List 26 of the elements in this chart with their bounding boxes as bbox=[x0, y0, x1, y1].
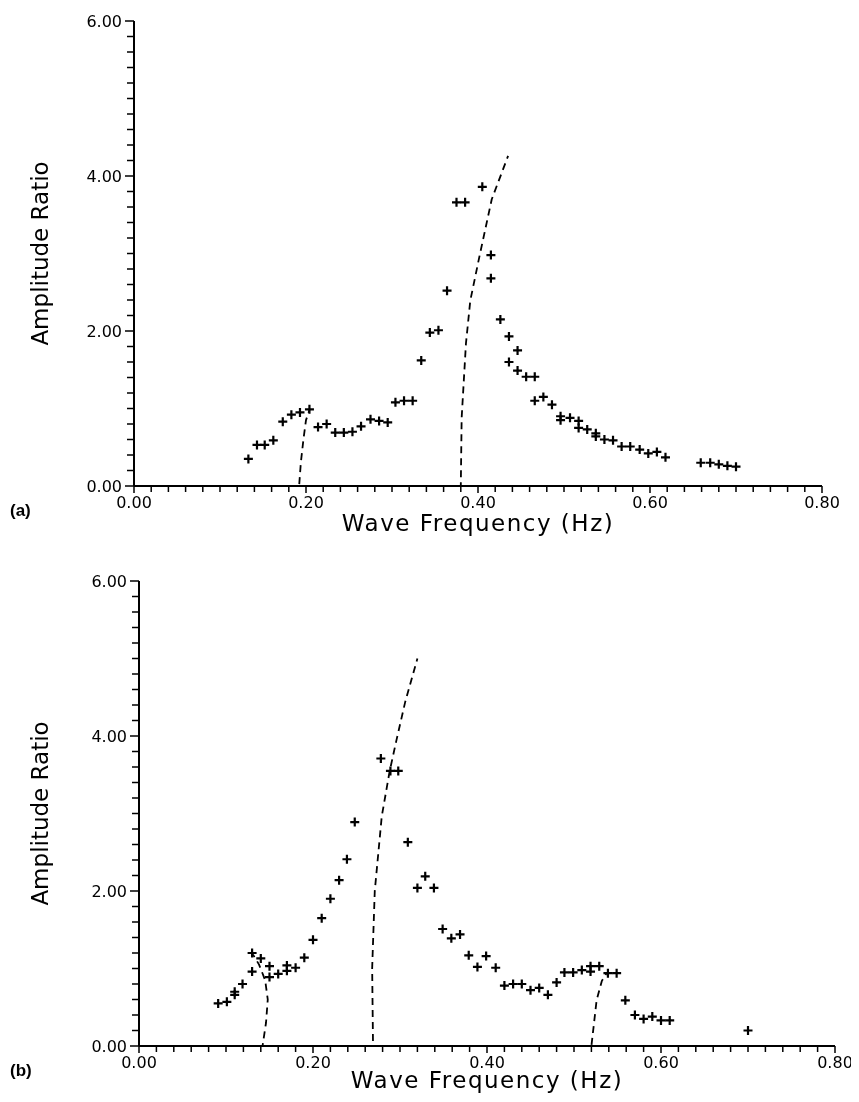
point bbox=[411, 882, 423, 894]
x-tick-label: 0.00 bbox=[121, 1053, 157, 1072]
x-tick-label: 0.80 bbox=[817, 1053, 853, 1072]
y-axis-title: Amplitude Ratio bbox=[27, 721, 53, 906]
text: (a) bbox=[10, 501, 31, 520]
y-tick-label: 6.00 bbox=[91, 571, 127, 591]
y-axis-title: Amplitude Ratio bbox=[27, 161, 53, 346]
text: (b) bbox=[10, 1061, 32, 1080]
x-tick-label: 0.60 bbox=[643, 1053, 679, 1072]
x-axis-title: Wave Frequency (Hz) bbox=[341, 510, 615, 536]
y-tick-label: 2.00 bbox=[91, 881, 127, 901]
x-tick-label: 0.20 bbox=[288, 493, 324, 512]
point bbox=[721, 460, 733, 472]
y-tick-label: 2.00 bbox=[86, 321, 122, 341]
x-tick-label: 0.00 bbox=[116, 493, 152, 512]
x-tick-label: 0.40 bbox=[460, 493, 496, 512]
y-tick-label: 4.00 bbox=[91, 726, 127, 746]
y-tick-label: 0.00 bbox=[86, 476, 122, 496]
y-tick-label: 6.00 bbox=[86, 11, 122, 31]
y-tick-label: 0.00 bbox=[91, 1036, 127, 1056]
x-tick-label: 0.20 bbox=[295, 1053, 331, 1072]
x-tick-label: 0.60 bbox=[632, 493, 668, 512]
y-tick-label: 4.00 bbox=[86, 166, 122, 186]
point bbox=[485, 249, 497, 261]
point bbox=[324, 893, 336, 905]
x-tick-label: 0.80 bbox=[804, 493, 840, 512]
